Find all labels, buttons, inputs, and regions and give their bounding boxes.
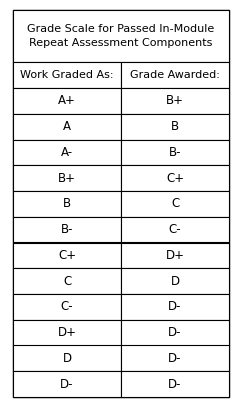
Bar	[121, 346, 229, 371]
Bar	[13, 217, 121, 243]
Text: A+: A+	[58, 94, 76, 107]
Text: A-: A-	[61, 146, 73, 159]
Text: D-: D-	[168, 352, 182, 365]
Text: D-: D-	[168, 300, 182, 313]
Bar	[13, 165, 121, 191]
Text: B: B	[63, 197, 71, 210]
Text: Grade Awarded:: Grade Awarded:	[130, 70, 220, 80]
Bar	[13, 191, 121, 217]
Text: D-: D-	[60, 378, 74, 391]
Text: B-: B-	[61, 223, 73, 236]
Bar	[13, 114, 121, 140]
Text: D+: D+	[166, 249, 184, 262]
Text: D: D	[62, 352, 72, 365]
Bar	[13, 346, 121, 371]
Bar	[121, 243, 229, 268]
Text: B+: B+	[166, 94, 184, 107]
Bar	[121, 88, 229, 114]
Bar	[121, 217, 229, 243]
Bar	[121, 191, 229, 217]
Bar	[13, 268, 121, 294]
Bar	[13, 88, 121, 114]
Text: C+: C+	[166, 172, 184, 185]
Bar	[121, 371, 229, 397]
Text: A: A	[63, 120, 71, 133]
Bar	[13, 140, 121, 165]
Bar	[121, 268, 229, 294]
Text: Grade Scale for Passed In-Module
Repeat Assessment Components: Grade Scale for Passed In-Module Repeat …	[27, 24, 215, 48]
Text: D+: D+	[58, 326, 76, 339]
Text: C: C	[171, 197, 179, 210]
Text: C-: C-	[61, 300, 73, 313]
Text: B+: B+	[58, 172, 76, 185]
Bar	[13, 371, 121, 397]
Bar	[13, 243, 121, 268]
Bar	[121, 294, 229, 320]
Bar	[121, 140, 229, 165]
Text: C+: C+	[58, 249, 76, 262]
Text: B-: B-	[169, 146, 181, 159]
Text: Work Graded As:: Work Graded As:	[20, 70, 114, 80]
Text: B: B	[171, 120, 179, 133]
Bar	[121, 165, 229, 191]
Bar	[13, 10, 229, 397]
Text: D-: D-	[168, 378, 182, 391]
Bar	[13, 294, 121, 320]
Text: D: D	[170, 275, 180, 288]
Bar	[13, 320, 121, 346]
Text: C-: C-	[169, 223, 181, 236]
Text: C: C	[63, 275, 71, 288]
Bar	[121, 62, 229, 88]
Bar	[121, 114, 229, 140]
Bar	[13, 10, 229, 62]
Text: D-: D-	[168, 326, 182, 339]
Bar	[121, 320, 229, 346]
Bar	[13, 62, 121, 88]
